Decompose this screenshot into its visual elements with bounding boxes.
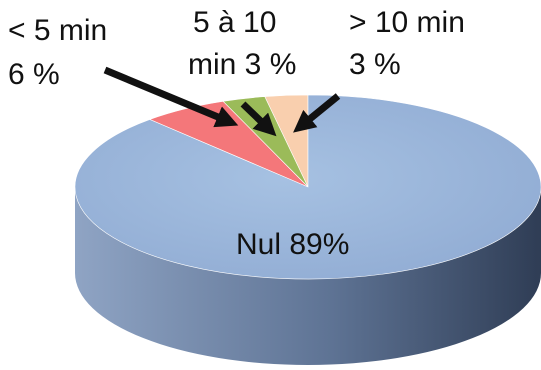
arrow-under-5 <box>103 66 239 128</box>
label-5-10-line1: 5 à 10 <box>193 6 276 39</box>
label-under-5-line1: < 5 min <box>8 14 107 47</box>
label-over-10-line2: 3 % <box>349 48 401 81</box>
label-under-5-line2: 6 % <box>8 58 60 91</box>
arrow-over-10 <box>293 93 341 133</box>
pie-slice-nul <box>74 94 541 280</box>
label-nul: Nul 89% <box>236 228 349 261</box>
label-5-10-line2: min 3 % <box>188 48 296 81</box>
pie-side <box>75 187 541 365</box>
label-over-10-line1: > 10 min <box>349 6 465 39</box>
arrow-5-10 <box>240 101 277 137</box>
